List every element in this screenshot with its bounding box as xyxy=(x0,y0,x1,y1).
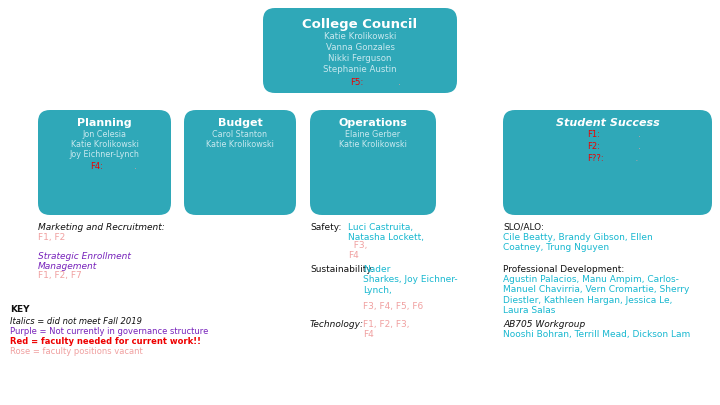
Text: Budget: Budget xyxy=(217,118,262,128)
FancyBboxPatch shape xyxy=(38,110,171,215)
Text: Operations: Operations xyxy=(338,118,408,128)
Text: Katie Krolikowski: Katie Krolikowski xyxy=(339,140,407,149)
Text: Planning: Planning xyxy=(77,118,132,128)
Text: Technology:: Technology: xyxy=(310,320,364,329)
Text: Elaine Gerber: Elaine Gerber xyxy=(346,130,400,139)
Text: College Council: College Council xyxy=(302,18,418,31)
Text: Joy Eichner-Lynch: Joy Eichner-Lynch xyxy=(70,150,140,159)
Text: Carol Stanton: Carol Stanton xyxy=(212,130,268,139)
Text: Sustainability:: Sustainability: xyxy=(310,265,374,274)
Text: Professional Development:: Professional Development: xyxy=(503,265,624,274)
Text: Student Success: Student Success xyxy=(556,118,660,128)
Text: F4:: F4: xyxy=(91,162,104,171)
Text: F3,
F4: F3, F4 xyxy=(348,241,367,260)
Text: Marketing and Recruitment:: Marketing and Recruitment: xyxy=(38,223,165,232)
Text: KEY: KEY xyxy=(10,305,30,314)
Text: Italics = did not meet Fall 2019: Italics = did not meet Fall 2019 xyxy=(10,317,142,326)
Text: Jon Celesia: Jon Celesia xyxy=(83,130,127,139)
Text: Luci Castruita,
Natasha Lockett,: Luci Castruita, Natasha Lockett, xyxy=(348,223,424,243)
Text: F2:: F2: xyxy=(588,142,600,151)
Text: Katie Krolikowski: Katie Krolikowski xyxy=(324,32,396,41)
Text: Purple = Not currently in governance structure: Purple = Not currently in governance str… xyxy=(10,327,208,336)
Text: F1, F2, F7: F1, F2, F7 xyxy=(38,271,82,280)
Text: .: . xyxy=(611,130,640,139)
Text: F3, F4, F5, F6: F3, F4, F5, F6 xyxy=(363,292,423,311)
Text: .: . xyxy=(611,142,640,151)
Text: Nader
Sharkes, Joy Eichner-
Lynch,: Nader Sharkes, Joy Eichner- Lynch, xyxy=(363,265,458,295)
Text: Cile Beatty, Brandy Gibson, Ellen
Coatney, Trung Nguyen: Cile Beatty, Brandy Gibson, Ellen Coatne… xyxy=(503,233,653,252)
Text: Nikki Ferguson: Nikki Ferguson xyxy=(328,54,392,63)
Text: Rose = faculty positions vacant: Rose = faculty positions vacant xyxy=(10,347,143,356)
Text: SLO/ALO:: SLO/ALO: xyxy=(503,223,544,232)
Text: .: . xyxy=(368,78,401,87)
Text: F??:: F??: xyxy=(588,154,604,163)
Text: F1, F2, F3,
F4: F1, F2, F3, F4 xyxy=(363,320,410,339)
Text: AB705 Workgroup: AB705 Workgroup xyxy=(503,320,585,329)
Text: Strategic Enrollment
Management: Strategic Enrollment Management xyxy=(38,252,131,271)
FancyBboxPatch shape xyxy=(184,110,296,215)
Text: Nooshi Bohran, Terrill Mead, Dickson Lam: Nooshi Bohran, Terrill Mead, Dickson Lam xyxy=(503,330,690,339)
Text: Stephanie Austin: Stephanie Austin xyxy=(323,65,397,74)
Text: F1:: F1: xyxy=(588,130,600,139)
Text: F1, F2: F1, F2 xyxy=(38,233,66,242)
Text: F5:: F5: xyxy=(350,78,364,87)
FancyBboxPatch shape xyxy=(263,8,457,93)
Text: Katie Krolikowski: Katie Krolikowski xyxy=(71,140,138,149)
Text: Red = faculty needed for current work!!: Red = faculty needed for current work!! xyxy=(10,337,201,346)
Text: Safety:: Safety: xyxy=(310,223,341,232)
Text: .: . xyxy=(109,162,138,171)
Text: Katie Krolikowski: Katie Krolikowski xyxy=(206,140,274,149)
FancyBboxPatch shape xyxy=(503,110,712,215)
Text: Vanna Gonzales: Vanna Gonzales xyxy=(325,43,395,52)
Text: Agustin Palacios, Manu Ampim, Carlos-
Manuel Chavirria, Vern Cromartie, Sherry
D: Agustin Palacios, Manu Ampim, Carlos- Ma… xyxy=(503,275,689,315)
FancyBboxPatch shape xyxy=(310,110,436,215)
Text: .: . xyxy=(611,154,638,163)
